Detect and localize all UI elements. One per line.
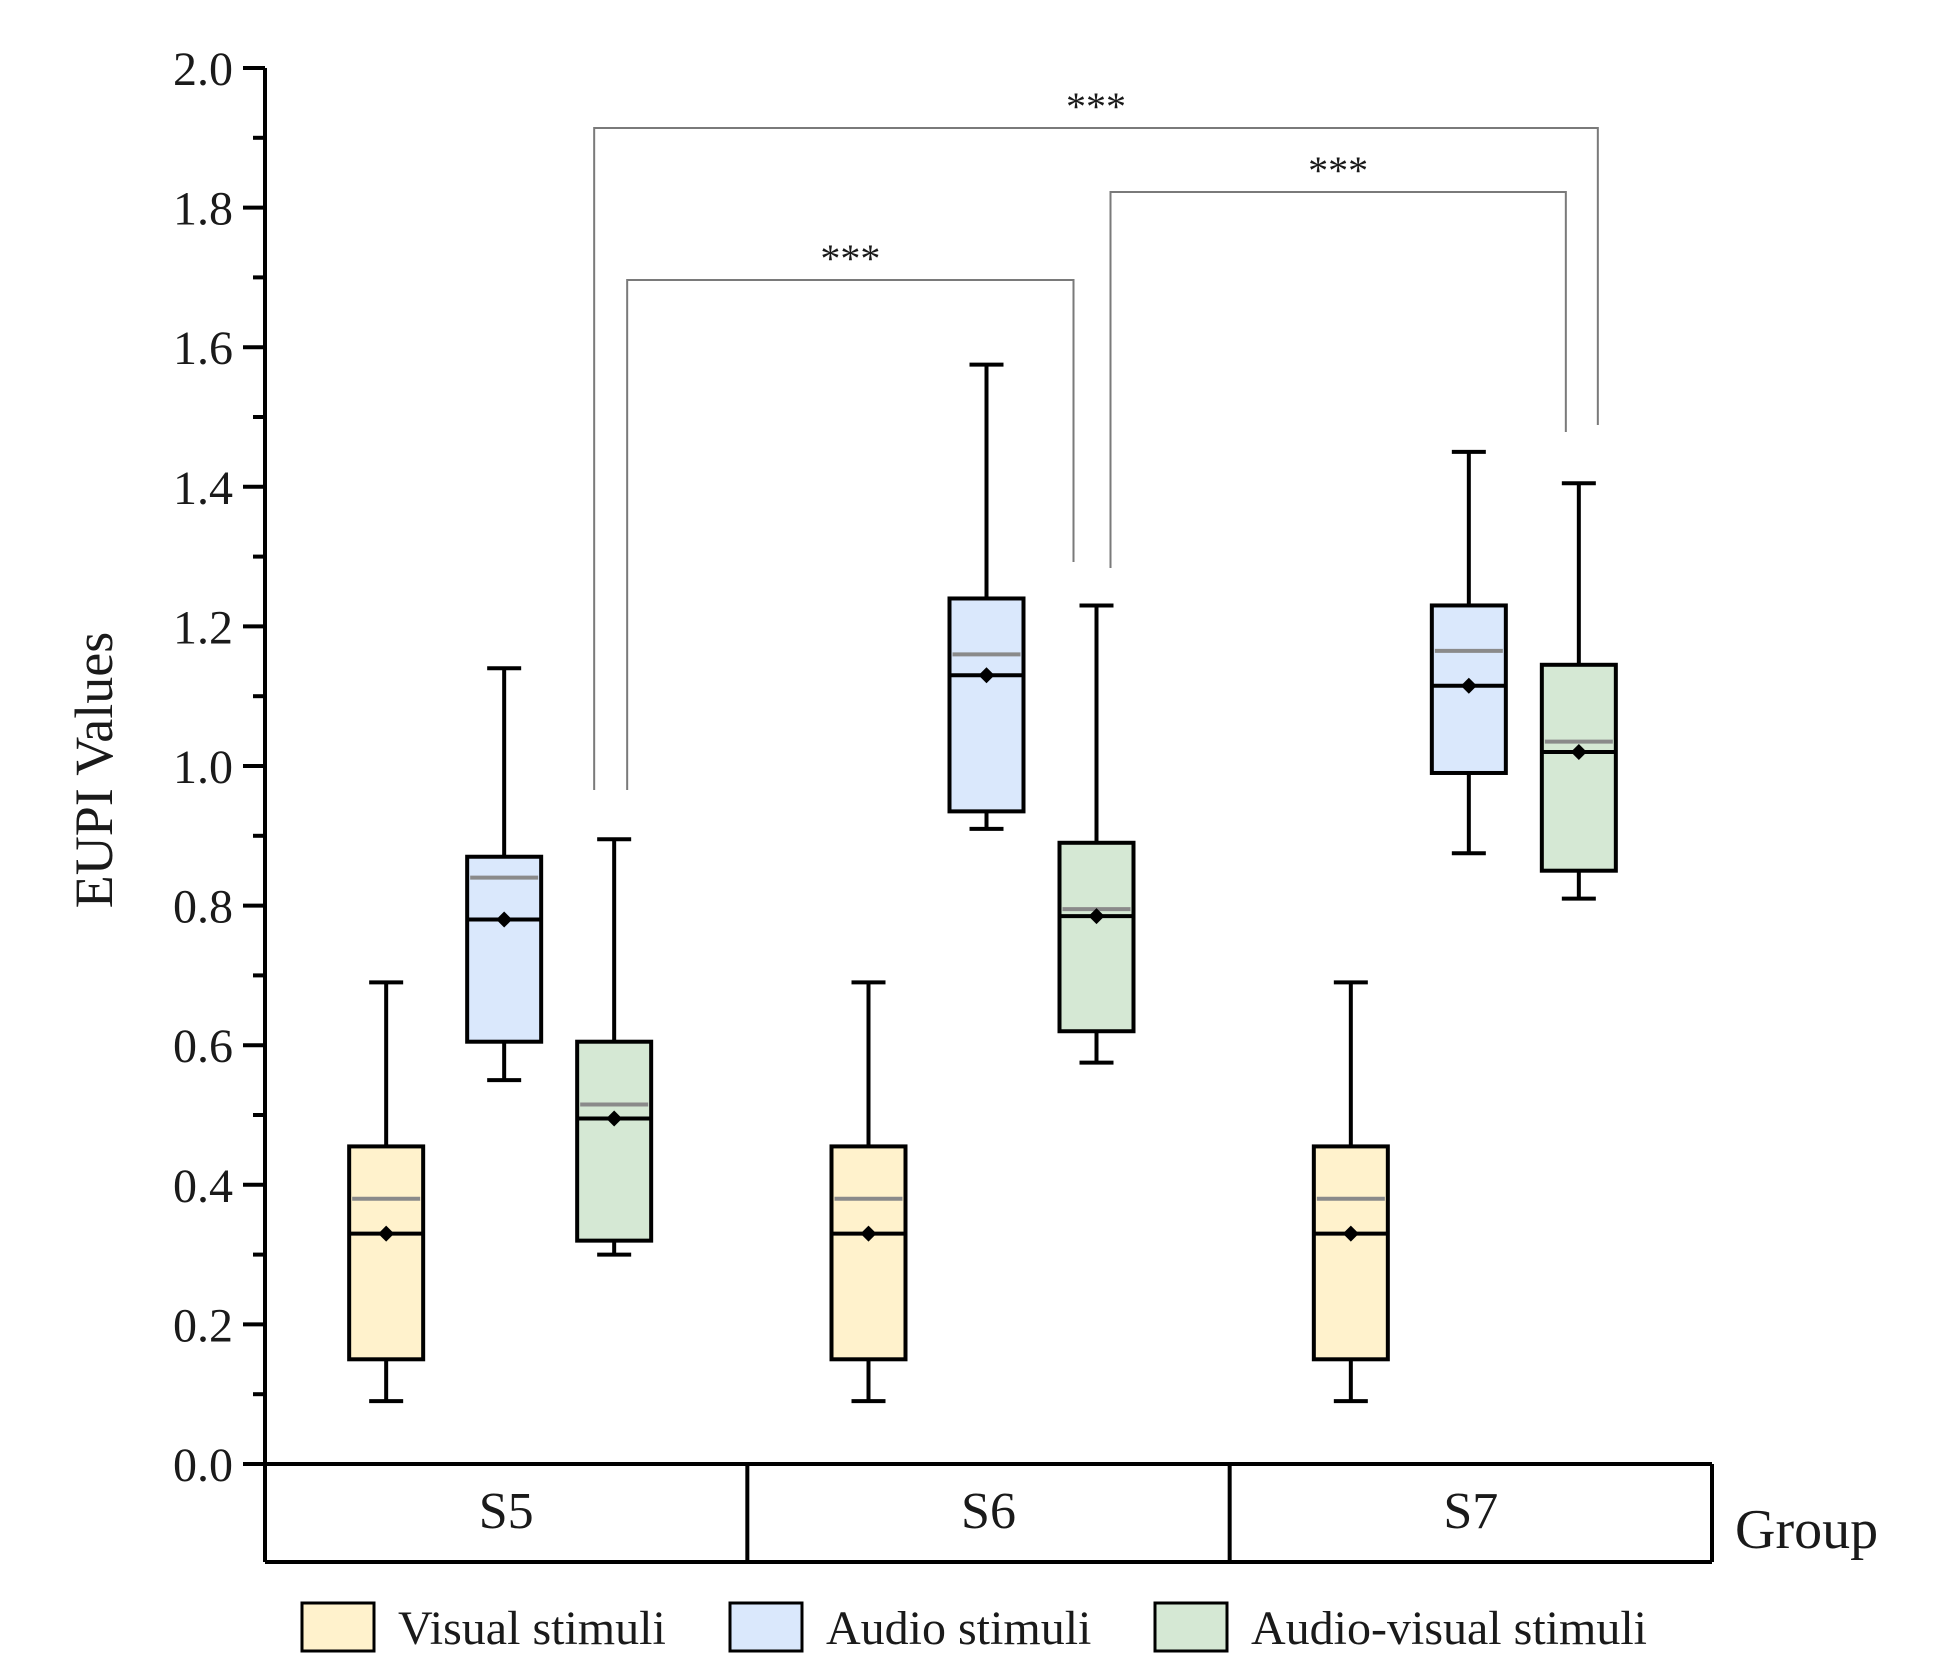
mean-marker	[378, 1225, 395, 1242]
mean-marker	[606, 1110, 623, 1127]
box-iqr	[347, 1144, 426, 1362]
y-tick-label: 2.0	[173, 43, 233, 96]
group-label: S7	[1443, 1483, 1498, 1540]
legend-label: Visual stimuli	[398, 1602, 666, 1655]
legend: Visual stimuli Audio stimuli Audio-visual …	[300, 1601, 1647, 1655]
boxplot	[1429, 449, 1508, 856]
boxplot	[1057, 603, 1136, 1065]
boxplots	[347, 362, 1618, 1404]
box-iqr	[575, 1039, 654, 1243]
box-iqr	[829, 1144, 908, 1362]
boxplot	[347, 980, 426, 1404]
bracket-line	[593, 127, 1599, 790]
significance-brackets: *** *** ***	[593, 84, 1599, 790]
box-iqr	[1539, 662, 1618, 873]
y-tick-label: 1.8	[173, 183, 233, 236]
mean-marker	[1342, 1225, 1359, 1242]
boxplot	[947, 362, 1026, 831]
significance-bracket: ***	[593, 84, 1599, 790]
mean-marker	[860, 1225, 877, 1242]
mean-marker	[496, 911, 513, 928]
boxplot	[1311, 980, 1390, 1404]
boxplot	[465, 666, 544, 1083]
legend-swatch	[300, 1601, 376, 1653]
significance-bracket: ***	[1109, 148, 1567, 568]
legend-swatch	[728, 1601, 804, 1653]
y-tick-label: 1.4	[173, 462, 233, 515]
group-label: S5	[479, 1483, 534, 1540]
boxplot	[1539, 481, 1618, 901]
legend-item: Audio stimuli	[728, 1601, 1091, 1655]
y-tick-label: 1.2	[173, 601, 233, 654]
significance-label: ***	[820, 236, 880, 281]
box-iqr	[465, 854, 544, 1044]
y-tick-label: 0.4	[173, 1160, 233, 1213]
group-label: S6	[961, 1483, 1016, 1540]
boxplot	[829, 980, 908, 1404]
significance-bracket: ***	[626, 236, 1075, 790]
legend-swatch	[1153, 1601, 1229, 1653]
legend-label: Audio stimuli	[826, 1602, 1091, 1655]
significance-label: ***	[1308, 148, 1368, 193]
bracket-line	[1109, 191, 1567, 568]
box-iqr	[1311, 1144, 1390, 1362]
mean-marker	[1460, 677, 1477, 694]
y-axis-label: EUPI Values	[64, 632, 124, 909]
boxplot	[575, 837, 654, 1257]
legend-item: Audio-visual stimuli	[1153, 1601, 1647, 1655]
y-tick-label: 0.8	[173, 881, 233, 934]
axes: 0.0 0.2 0.4 0.6 0.8 1.0 1.2 1.4 1.6 1.8 2.0 S5 S6 S7 G…	[173, 43, 1878, 1564]
legend-label: Audio-visual stimuli	[1251, 1602, 1647, 1655]
y-tick-label: 0.0	[173, 1439, 233, 1492]
y-tick-label: 1.0	[173, 741, 233, 794]
box-iqr	[1429, 603, 1508, 775]
box-iqr	[947, 596, 1026, 814]
x-axis-label: Group	[1735, 1499, 1878, 1561]
legend-item: Visual stimuli	[300, 1601, 666, 1655]
y-tick-label: 0.6	[173, 1020, 233, 1073]
significance-label: ***	[1066, 84, 1126, 129]
mean-marker	[1570, 744, 1587, 761]
bracket-line	[626, 279, 1075, 790]
y-tick-label: 0.2	[173, 1299, 233, 1352]
mean-marker	[978, 667, 995, 684]
mean-marker	[1088, 908, 1105, 925]
box-iqr	[1057, 840, 1136, 1034]
y-tick-label: 1.6	[173, 322, 233, 375]
